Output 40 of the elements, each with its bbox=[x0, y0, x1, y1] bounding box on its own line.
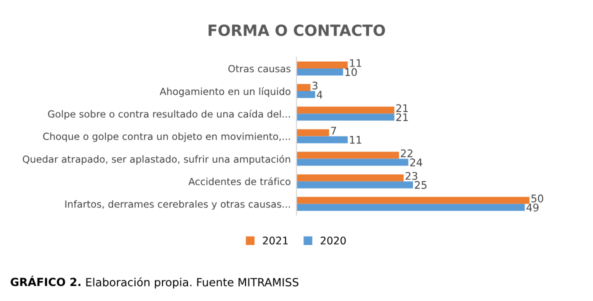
y-tick-label: Quedar atrapado, ser aplastado, sufrir una amputación bbox=[22, 154, 290, 165]
data-label: 23 bbox=[406, 172, 418, 180]
bar bbox=[296, 61, 348, 68]
y-tick-label: Infartos, derrames cerebrales y otras causas... bbox=[65, 200, 290, 210]
data-label: 24 bbox=[410, 158, 422, 166]
data-label: 25 bbox=[414, 181, 426, 189]
legend-label: 2020 bbox=[320, 236, 346, 244]
data-label: 21 bbox=[396, 104, 408, 112]
legend-label: 2021 bbox=[262, 236, 288, 244]
data-label: 22 bbox=[400, 149, 412, 158]
data-label: 11 bbox=[350, 136, 362, 144]
chart-title: FORMA O CONTACTO bbox=[208, 24, 385, 36]
data-label: 4 bbox=[316, 90, 322, 98]
data-label: 10 bbox=[345, 68, 357, 76]
bar bbox=[296, 204, 525, 211]
y-tick-label: Ahogamiento en un líquido bbox=[160, 87, 290, 97]
bar bbox=[296, 152, 400, 159]
data-label: 11 bbox=[350, 59, 362, 67]
y-tick-label: Accidentes de tráfico bbox=[188, 177, 290, 186]
bar bbox=[296, 68, 344, 76]
data-label: 3 bbox=[312, 82, 318, 90]
data-label: 50 bbox=[531, 194, 544, 202]
bar bbox=[296, 174, 404, 182]
bar bbox=[296, 136, 348, 144]
bar bbox=[296, 84, 310, 92]
y-tick-label: Otras causas bbox=[228, 64, 290, 72]
bar bbox=[296, 129, 330, 136]
bar bbox=[296, 158, 408, 166]
bar bbox=[296, 114, 394, 121]
bar bbox=[296, 181, 413, 188]
bar bbox=[296, 106, 394, 114]
text: GRÁFICO 2. bbox=[10, 276, 80, 286]
text: Elaboración propia. Fuente MITRAMISS bbox=[86, 277, 298, 289]
data-label: 49 bbox=[526, 204, 538, 212]
bar bbox=[296, 196, 530, 204]
data-label: 21 bbox=[396, 113, 408, 122]
data-label: 7 bbox=[331, 126, 336, 135]
y-tick-label: Golpe sobre o contra resultado de una caída del... bbox=[48, 110, 290, 120]
y-tick-label: Choque o golpe contra un objeto en movimiento,... bbox=[43, 132, 290, 142]
bar bbox=[296, 91, 316, 98]
